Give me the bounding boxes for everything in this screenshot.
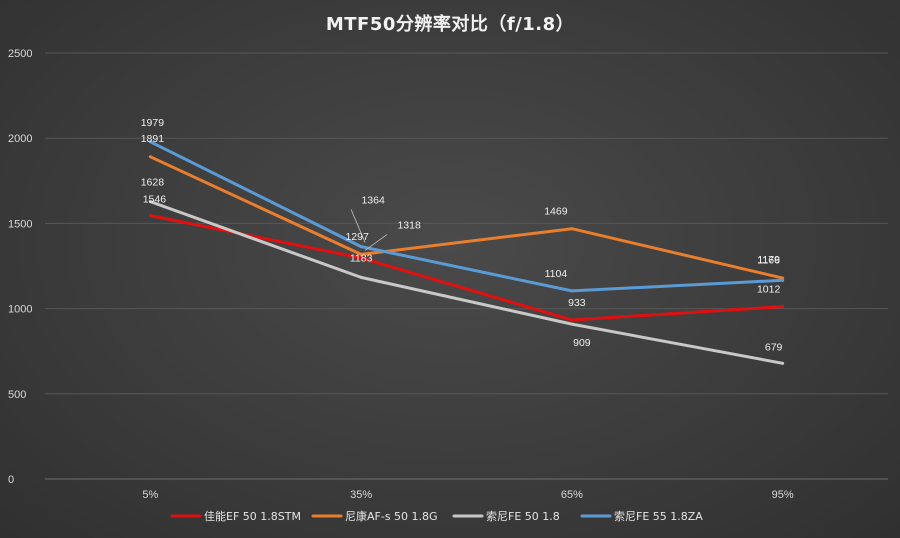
legend-item[interactable]: 尼康AF-s 50 1.8G <box>311 509 438 523</box>
data-label: 679 <box>765 341 783 353</box>
chart-title: MTF50分辨率对比（f/1.8） <box>326 13 574 35</box>
legend-label: 尼康AF-s 50 1.8G <box>345 509 438 523</box>
y-tick-label: 0 <box>8 474 14 486</box>
data-point <box>148 140 152 144</box>
data-point <box>781 305 785 309</box>
data-label: 1546 <box>143 194 167 206</box>
y-tick-label: 2000 <box>8 133 32 145</box>
data-point <box>359 245 363 249</box>
data-point <box>570 322 574 326</box>
data-label: 1166 <box>757 254 780 266</box>
data-point <box>359 252 363 256</box>
data-label: 933 <box>568 297 586 309</box>
data-label: 909 <box>573 337 591 349</box>
data-label: 1469 <box>544 206 568 218</box>
x-tick-label: 95% <box>772 489 794 501</box>
data-label: 1183 <box>350 252 373 264</box>
data-point <box>148 214 152 218</box>
data-label: 1628 <box>141 177 165 189</box>
y-tick-label: 1500 <box>8 218 32 230</box>
data-label: 1979 <box>141 117 165 129</box>
y-tick-label: 2500 <box>8 48 32 60</box>
data-point <box>148 200 152 204</box>
legend-label: 索尼FE 50 1.8 <box>486 509 560 523</box>
legend-item[interactable]: 佳能EF 50 1.8STM <box>170 509 301 523</box>
series-line-3 <box>148 200 785 365</box>
axes: 0 500 1000 1500 2000 2500 5% 35% 65% 95% <box>8 48 794 501</box>
data-label: 1104 <box>545 268 568 280</box>
x-tick-label: 35% <box>350 489 372 501</box>
data-point <box>570 318 574 322</box>
x-tick-label: 5% <box>142 489 158 501</box>
series-lines <box>148 140 785 365</box>
y-tick-label: 500 <box>8 389 26 401</box>
legend-item[interactable]: 索尼FE 50 1.8 <box>452 509 560 523</box>
data-label: 1364 <box>361 195 385 207</box>
data-point <box>781 361 785 365</box>
data-point <box>781 278 785 282</box>
data-label-leader <box>364 234 388 251</box>
series-line-2 <box>148 155 785 280</box>
data-label: 1891 <box>141 133 165 145</box>
data-label: 1297 <box>345 231 369 243</box>
legend-item[interactable]: 索尼FE 55 1.8ZA <box>580 509 703 523</box>
legend[interactable]: 佳能EF 50 1.8STM 尼康AF-s 50 1.8G 索尼FE 50 1.8 索… <box>170 509 703 523</box>
data-label: 1179 <box>757 254 780 266</box>
series-line-1 <box>148 214 785 322</box>
data-label: 1012 <box>757 284 781 296</box>
data-point <box>148 155 152 159</box>
legend-label: 索尼FE 55 1.8ZA <box>614 509 703 523</box>
data-point <box>359 256 363 260</box>
y-tick-label: 1000 <box>8 304 32 316</box>
series-line-4 <box>148 140 785 293</box>
data-point <box>359 275 363 279</box>
data-labels: 1546 1297 933 1012 1891 1318 1469 1179 1628 1183 9… <box>141 117 783 354</box>
x-tick-label: 65% <box>561 489 583 501</box>
data-label-leader <box>350 209 366 243</box>
data-label: 1318 <box>397 219 421 231</box>
data-point <box>570 227 574 231</box>
data-point <box>570 289 574 293</box>
legend-label: 佳能EF 50 1.8STM <box>204 509 301 523</box>
